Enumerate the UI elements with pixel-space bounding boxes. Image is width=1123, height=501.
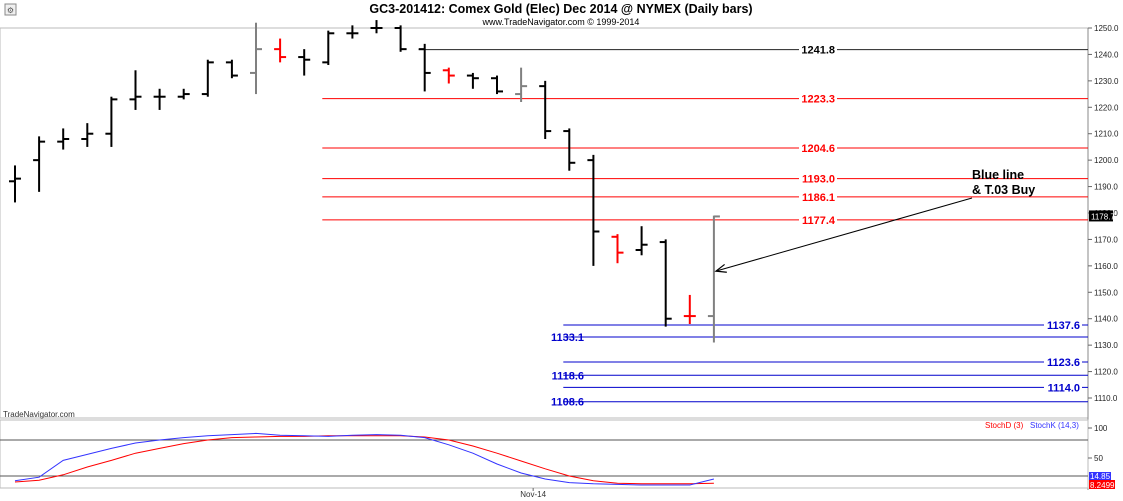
ohlc-bar (177, 88, 190, 100)
ohlc-bar (33, 136, 46, 192)
level-label-bg (799, 91, 837, 106)
ohlc-bar (587, 154, 600, 266)
level-label-bg (799, 42, 837, 57)
ohlc-bar (201, 59, 214, 97)
ohlc-bar (129, 70, 142, 110)
price-axis: 1250.0 1240.0 1230.0 1220.0 1210.0 1200.0 1190… (1088, 24, 1119, 403)
ohlc-bar (539, 80, 552, 139)
level-label: 1241.8 (801, 45, 835, 57)
price-tick-label: 1170.0 (1094, 235, 1118, 244)
stoch-d-value-label: 8.2499 (1090, 481, 1115, 490)
chart-title: GC3-201412: Comex Gold (Elec) Dec 2014 @… (369, 2, 752, 16)
ohlc-bar (683, 294, 696, 324)
stoch-axis-tick-100: 100 (1094, 424, 1108, 433)
last-price-tag: 1178.7 (1089, 210, 1115, 222)
ohlc-bar (346, 25, 359, 39)
level-label-bg (799, 189, 837, 204)
ohlc-bar (635, 226, 648, 256)
price-tick-label: 1130.0 (1094, 341, 1118, 350)
level-label-bg (1044, 355, 1082, 370)
stoch-d-line (14, 435, 714, 485)
stoch-d-value-tag (1089, 480, 1115, 489)
ohlc-bar (370, 20, 383, 34)
price-tick-label: 1230.0 (1094, 77, 1119, 86)
annotation: Blue line & T.03 Buy (714, 168, 1035, 273)
ohlc-bar (225, 59, 238, 79)
x-axis-date-label: Nov-14 (520, 490, 546, 499)
ohlc-bar (81, 123, 94, 147)
header-settings-icon[interactable]: ⚙ (4, 3, 17, 16)
stoch-k-legend: StochK (14,3) (1030, 421, 1079, 430)
ohlc-bar (250, 22, 262, 95)
stoch-k-value-tag (1089, 472, 1111, 480)
level-label-bg (799, 171, 837, 186)
level-label: 1137.6 (1047, 320, 1080, 332)
price-tick-label: 1190.0 (1094, 183, 1118, 192)
ohlc-bar (515, 67, 528, 102)
ohlc-bar (466, 72, 479, 89)
level-label: 1193.0 (802, 174, 835, 186)
price-tick-label: 1120.0 (1094, 368, 1118, 377)
level-label: 1177.4 (802, 215, 836, 227)
ohlc-bar (57, 128, 70, 150)
price-tick-label: 1110.0 (1094, 394, 1118, 403)
price-tick-label: 1200.0 (1094, 156, 1119, 165)
ohlc-bar (153, 88, 166, 110)
ohlc-bars (9, 20, 720, 343)
annotation-line-1: Blue line (972, 168, 1024, 182)
chart-subtitle: www.TradeNavigator.com © 1999-2014 (482, 17, 640, 27)
ohlc-bar (611, 234, 624, 264)
ohlc-bar (394, 25, 407, 52)
level-label: 1204.6 (801, 143, 835, 155)
price-tick-label: 1250.0 (1094, 24, 1119, 33)
stoch-d-legend: StochD (3) (985, 421, 1024, 430)
annotation-arrow (715, 197, 973, 272)
price-tick-label: 1150.0 (1094, 288, 1118, 297)
level-label-bg (1044, 318, 1082, 333)
level-label: 1114.0 (1048, 382, 1080, 394)
level-label: 1133.1 (551, 332, 584, 344)
ohlc-bar (659, 239, 672, 327)
price-tick-label: 1210.0 (1094, 130, 1119, 139)
level-label: 1186.1 (802, 192, 835, 204)
ohlc-bar (491, 75, 503, 95)
ohlc-bar (418, 43, 431, 92)
ohlc-bar (707, 215, 720, 343)
stochastic-panel-frame (0, 419, 1089, 489)
ohlc-bar (298, 49, 311, 76)
ohlc-bar (105, 96, 118, 147)
watermark: TradeNavigator.com (3, 410, 75, 419)
level-lines: 1241.8 1223.3 1204.6 1193.0 1186.1 1177.4 1137… (322, 42, 1088, 409)
ohlc-bar (563, 128, 576, 171)
ohlc-bar (322, 30, 335, 65)
svg-text:⚙: ⚙ (7, 6, 14, 15)
level-label: 1123.6 (1047, 357, 1080, 369)
level-label: 1118.6 (552, 370, 584, 382)
annotation-arrowhead (714, 263, 727, 273)
level-label-bg (799, 140, 837, 155)
ohlc-bar (442, 67, 455, 84)
stochastic-panel: StochD (3) StochK (14,3) 100 50 14.85 8.… (0, 421, 1115, 499)
annotation-line-2: & T.03 Buy (972, 183, 1035, 197)
stoch-axis-tick-50: 50 (1094, 454, 1103, 463)
level-label: 1223.3 (801, 94, 835, 106)
level-label-bg (1044, 380, 1082, 395)
level-label: 1108.6 (551, 397, 584, 409)
price-tick-label: 1160.0 (1094, 262, 1118, 271)
stoch-k-value-label: 14.85 (1090, 472, 1111, 481)
ohlc-bar (9, 165, 21, 203)
level-label-bg (799, 212, 837, 227)
price-tick-label: 1140.0 (1094, 315, 1118, 324)
price-tick-label: 1240.0 (1094, 50, 1119, 59)
ohlc-bar (274, 38, 287, 63)
last-price-label: 1178.7 (1091, 212, 1115, 221)
price-tick-label: 1220.0 (1094, 103, 1119, 112)
stoch-k-line (14, 432, 715, 486)
